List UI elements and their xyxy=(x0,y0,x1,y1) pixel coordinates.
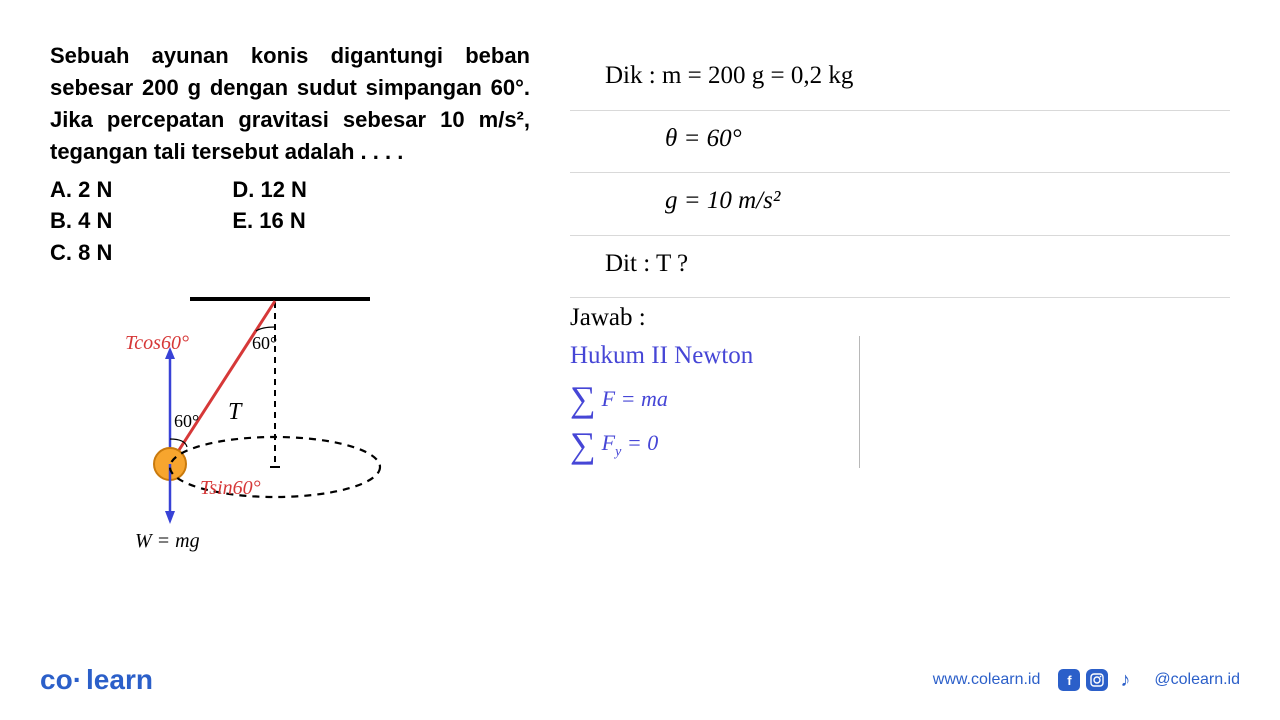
dik-line-3: g = 10 m/s² xyxy=(570,173,1230,236)
answer-options: A. 2 N B. 4 N C. 8 N D. 12 N E. 16 N xyxy=(50,174,530,270)
instagram-icon xyxy=(1086,669,1108,691)
tcos-label: Tcos60° xyxy=(125,332,189,354)
social-icons: f ♪ xyxy=(1058,669,1136,691)
footer-handle: @colearn.id xyxy=(1154,671,1240,689)
dik-line-2: θ = 60° xyxy=(570,111,1230,174)
tension-label: T xyxy=(228,399,243,425)
option-e: E. 16 N xyxy=(232,205,307,237)
angle-top-label: 60° xyxy=(252,333,277,353)
footer-url: www.colearn.id xyxy=(933,671,1041,689)
dit-line: Dit : T ? xyxy=(570,236,1230,299)
facebook-icon: f xyxy=(1058,669,1080,691)
angle-bottom-label: 60° xyxy=(174,411,199,431)
question-text: Sebuah ayunan konis digantungi beban seb… xyxy=(50,40,530,168)
solution-work-area: Hukum II Newton ∑ F = ma ∑ Fy = 0 xyxy=(570,336,1230,468)
option-a: A. 2 N xyxy=(50,174,112,206)
solution-column: Dik : m = 200 g = 0,2 kg θ = 60° g = 10 … xyxy=(550,40,1230,574)
option-b: B. 4 N xyxy=(50,205,112,237)
physics-diagram: 60° T Tcos60° 60° W = mg xyxy=(90,279,530,574)
newton-law-title: Hukum II Newton xyxy=(570,336,839,376)
question-column: Sebuah ayunan konis digantungi beban seb… xyxy=(50,40,530,574)
footer-bar: co·learn www.colearn.id f ♪ @colearn.id xyxy=(0,664,1280,696)
option-d: D. 12 N xyxy=(232,174,307,206)
tsin-label: Tsin60° xyxy=(200,477,261,499)
tiktok-icon: ♪ xyxy=(1114,669,1136,691)
equation-1: ∑ F = ma xyxy=(570,376,839,422)
dik-line-1: Dik : m = 200 g = 0,2 kg xyxy=(570,40,1230,111)
option-c: C. 8 N xyxy=(50,237,112,269)
colearn-logo: co·learn xyxy=(40,664,153,696)
jawab-label: Jawab : xyxy=(570,298,1230,336)
weight-label: W = mg xyxy=(135,530,200,552)
equation-2: ∑ Fy = 0 xyxy=(570,422,839,468)
